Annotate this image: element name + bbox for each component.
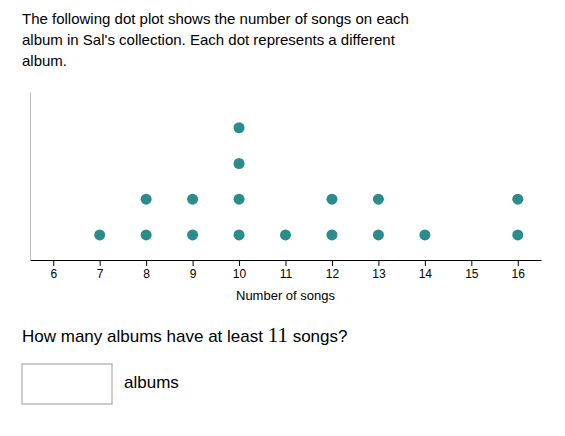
dot: [326, 229, 337, 240]
x-tick-label: 8: [143, 267, 150, 281]
x-tick-mark: [193, 260, 194, 266]
dot: [419, 229, 430, 240]
x-tick-mark: [53, 260, 54, 266]
x-tick-label: 10: [233, 267, 247, 281]
x-tick-label: 14: [419, 267, 433, 281]
x-tick-mark: [378, 260, 379, 266]
title: The following dot plot shows the number …: [22, 10, 409, 69]
x-tick-mark: [332, 260, 333, 266]
x-tick-label: 11: [280, 267, 293, 281]
dot: [234, 158, 245, 169]
chart: The following dot plot shows the number …: [0, 0, 565, 436]
x-tick-label: 13: [372, 267, 386, 281]
x-tick-label: 9: [190, 267, 197, 281]
marks: [94, 122, 523, 240]
x-tick-mark: [100, 260, 101, 266]
x-tick: 11: [280, 260, 293, 281]
dot: [280, 229, 291, 240]
x-axis: 6 7 8 9 10 11 12 13 14 15 16: [31, 260, 542, 281]
x-tick: 12: [326, 260, 340, 281]
x-tick: 8: [143, 260, 150, 281]
x-tick-mark: [286, 260, 287, 266]
plot: 6 7 8 9 10 11 12 13 14 15 16: [31, 93, 542, 281]
y-axis-line: [30, 93, 31, 261]
dot: [512, 229, 523, 240]
x-tick: 10: [233, 260, 247, 281]
x-tick: 15: [465, 260, 479, 281]
x-tick-label: 7: [97, 267, 104, 281]
y-axis: [30, 93, 31, 261]
question: How many albums have at least 11 songs?: [22, 323, 347, 347]
dot: [234, 122, 245, 133]
x-tick-label: 12: [326, 267, 340, 281]
dot: [141, 194, 152, 205]
dot: [234, 194, 245, 205]
x-tick: 6: [50, 260, 57, 281]
x-tick-label: 16: [512, 267, 526, 281]
dot: [94, 229, 105, 240]
dot: [512, 194, 523, 205]
x-tick-label: 15: [465, 267, 479, 281]
x-tick-mark: [471, 260, 472, 266]
dot: [141, 229, 152, 240]
dot: [187, 194, 198, 205]
x-tick-mark: [425, 260, 426, 266]
dot: [187, 229, 198, 240]
x-tick-mark: [146, 260, 147, 266]
answer-label: albums: [124, 373, 179, 392]
dot: [373, 194, 384, 205]
dot: [326, 194, 337, 205]
x-tick-label: 6: [50, 267, 57, 281]
answer-box: [22, 364, 112, 404]
dot: [234, 229, 245, 240]
x-tick: 9: [190, 260, 197, 281]
x-tick: 13: [372, 260, 386, 281]
x-tick: 16: [512, 260, 526, 281]
x-tick-mark: [518, 260, 519, 266]
x-tick-mark: [239, 260, 240, 266]
x-label: Number of songs: [236, 288, 335, 303]
dot: [373, 229, 384, 240]
x-tick: 7: [97, 260, 104, 281]
x-tick: 14: [419, 260, 433, 281]
